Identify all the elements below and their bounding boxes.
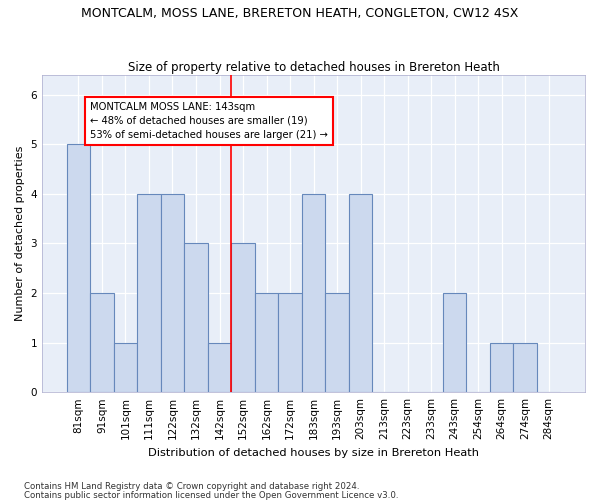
Text: Contains public sector information licensed under the Open Government Licence v3: Contains public sector information licen…	[24, 490, 398, 500]
X-axis label: Distribution of detached houses by size in Brereton Heath: Distribution of detached houses by size …	[148, 448, 479, 458]
Bar	[184, 244, 208, 392]
Text: Contains HM Land Registry data © Crown copyright and database right 2024.: Contains HM Land Registry data © Crown c…	[24, 482, 359, 491]
Bar	[325, 293, 349, 392]
Bar	[161, 194, 184, 392]
Bar	[231, 244, 255, 392]
Bar	[514, 342, 537, 392]
Bar	[255, 293, 278, 392]
Bar	[302, 194, 325, 392]
Y-axis label: Number of detached properties: Number of detached properties	[15, 146, 25, 321]
Bar	[114, 342, 137, 392]
Bar	[90, 293, 114, 392]
Title: Size of property relative to detached houses in Brereton Heath: Size of property relative to detached ho…	[128, 60, 499, 74]
Text: MONTCALM, MOSS LANE, BRERETON HEATH, CONGLETON, CW12 4SX: MONTCALM, MOSS LANE, BRERETON HEATH, CON…	[82, 8, 518, 20]
Bar	[67, 144, 90, 392]
Bar	[490, 342, 514, 392]
Bar	[278, 293, 302, 392]
Bar	[137, 194, 161, 392]
Bar	[443, 293, 466, 392]
Bar	[208, 342, 231, 392]
Text: MONTCALM MOSS LANE: 143sqm
← 48% of detached houses are smaller (19)
53% of semi: MONTCALM MOSS LANE: 143sqm ← 48% of deta…	[90, 102, 328, 140]
Bar	[349, 194, 372, 392]
